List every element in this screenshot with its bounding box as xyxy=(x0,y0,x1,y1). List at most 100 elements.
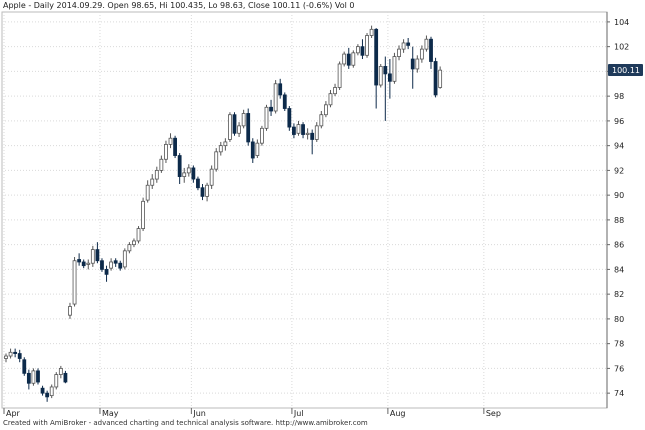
candle-down xyxy=(81,261,86,267)
y-tick-label: 80 xyxy=(614,315,624,324)
y-tick-label: 96 xyxy=(614,117,624,126)
footer-credit: Created with AmiBroker - advanced charti… xyxy=(3,419,368,427)
y-tick-label: 78 xyxy=(614,340,624,349)
candle-up xyxy=(333,87,337,95)
candle-down xyxy=(387,73,392,82)
x-tick-label: May xyxy=(102,409,119,418)
candle-down xyxy=(410,58,415,70)
candle-up xyxy=(328,93,333,106)
candle-down xyxy=(77,259,82,263)
last-price-label: 100.11 xyxy=(612,66,640,75)
candle-down xyxy=(301,124,305,135)
candle-up xyxy=(72,260,77,305)
candle-up xyxy=(164,144,168,160)
candle-up xyxy=(109,261,114,269)
candle-up xyxy=(323,104,328,116)
y-tick-label: 84 xyxy=(614,265,624,274)
candle-up xyxy=(351,52,356,66)
candle-up xyxy=(314,125,319,140)
candle-up xyxy=(58,367,63,375)
candle-up xyxy=(355,46,360,54)
candle-down xyxy=(26,372,31,384)
candle-up xyxy=(136,228,141,242)
candle-up xyxy=(273,83,278,112)
candle-up xyxy=(296,124,301,134)
candle-up xyxy=(31,370,36,384)
chart-title: Apple - Daily 2014.09.29. Open 98.65, Hi… xyxy=(3,1,355,10)
candle-down xyxy=(360,46,365,56)
y-tick-label: 86 xyxy=(614,241,624,250)
candle-down xyxy=(113,260,118,264)
candle-up xyxy=(168,137,173,145)
candle-up xyxy=(68,306,72,316)
candle-down xyxy=(173,137,177,156)
candle-down xyxy=(232,114,237,134)
y-tick-label: 92 xyxy=(614,166,624,175)
candle-down xyxy=(17,353,22,359)
candle-up xyxy=(209,168,214,186)
candle-up xyxy=(8,351,13,357)
y-tick-label: 82 xyxy=(614,290,624,299)
candle-up xyxy=(218,145,223,153)
candle-up xyxy=(419,48,424,60)
y-tick-label: 88 xyxy=(614,216,624,225)
candle-down xyxy=(22,359,27,374)
candle-up xyxy=(186,167,191,174)
candle-down xyxy=(374,28,379,86)
x-tick-label: Jun xyxy=(192,409,206,418)
candle-down xyxy=(118,262,123,269)
y-tick-label: 90 xyxy=(614,191,624,200)
candle-up xyxy=(337,63,342,88)
candle-up xyxy=(255,142,260,156)
candle-down xyxy=(13,351,18,354)
candle-up xyxy=(401,42,406,50)
candle-up xyxy=(132,240,136,246)
candle-down xyxy=(191,167,196,180)
candle-down xyxy=(100,260,104,270)
candle-down xyxy=(104,268,109,275)
candle-up xyxy=(264,106,269,129)
x-tick-label: Sep xyxy=(486,409,501,418)
candle-up xyxy=(365,35,369,56)
candle-down xyxy=(177,155,182,177)
candle-up xyxy=(54,374,59,388)
candle-up xyxy=(122,250,127,268)
y-tick-label: 98 xyxy=(614,92,624,101)
y-tick-label: 94 xyxy=(614,142,624,151)
candle-down xyxy=(433,61,438,96)
candle-up xyxy=(4,355,8,359)
candle-up xyxy=(305,132,310,135)
x-tick-label: Apr xyxy=(6,409,21,418)
y-tick-label: 102 xyxy=(614,43,629,52)
candle-up xyxy=(319,114,324,127)
candle-up xyxy=(214,151,219,170)
candle-down xyxy=(287,108,292,128)
candle-up xyxy=(141,200,146,229)
candle-down xyxy=(346,53,351,66)
candle-down xyxy=(45,392,50,398)
candle-up xyxy=(223,141,228,147)
y-tick-label: 74 xyxy=(614,389,624,398)
candle-down xyxy=(292,126,296,135)
candle-up xyxy=(154,169,159,180)
candle-down xyxy=(269,106,273,112)
candle-up xyxy=(159,158,164,171)
candle-down xyxy=(246,113,251,143)
candle-up xyxy=(342,53,347,65)
candle-up xyxy=(378,66,383,86)
candle-up xyxy=(228,114,232,140)
candle-down xyxy=(95,249,100,262)
candle-up xyxy=(90,249,95,264)
candle-up xyxy=(86,262,91,265)
candle-up xyxy=(182,172,187,177)
candle-up xyxy=(424,38,429,50)
candle-down xyxy=(383,66,388,75)
candle-up xyxy=(127,244,132,252)
candle-down xyxy=(429,38,433,62)
candle-down xyxy=(282,94,287,109)
candle-down xyxy=(63,372,68,383)
candle-up xyxy=(145,184,150,201)
candle-up xyxy=(205,184,209,197)
